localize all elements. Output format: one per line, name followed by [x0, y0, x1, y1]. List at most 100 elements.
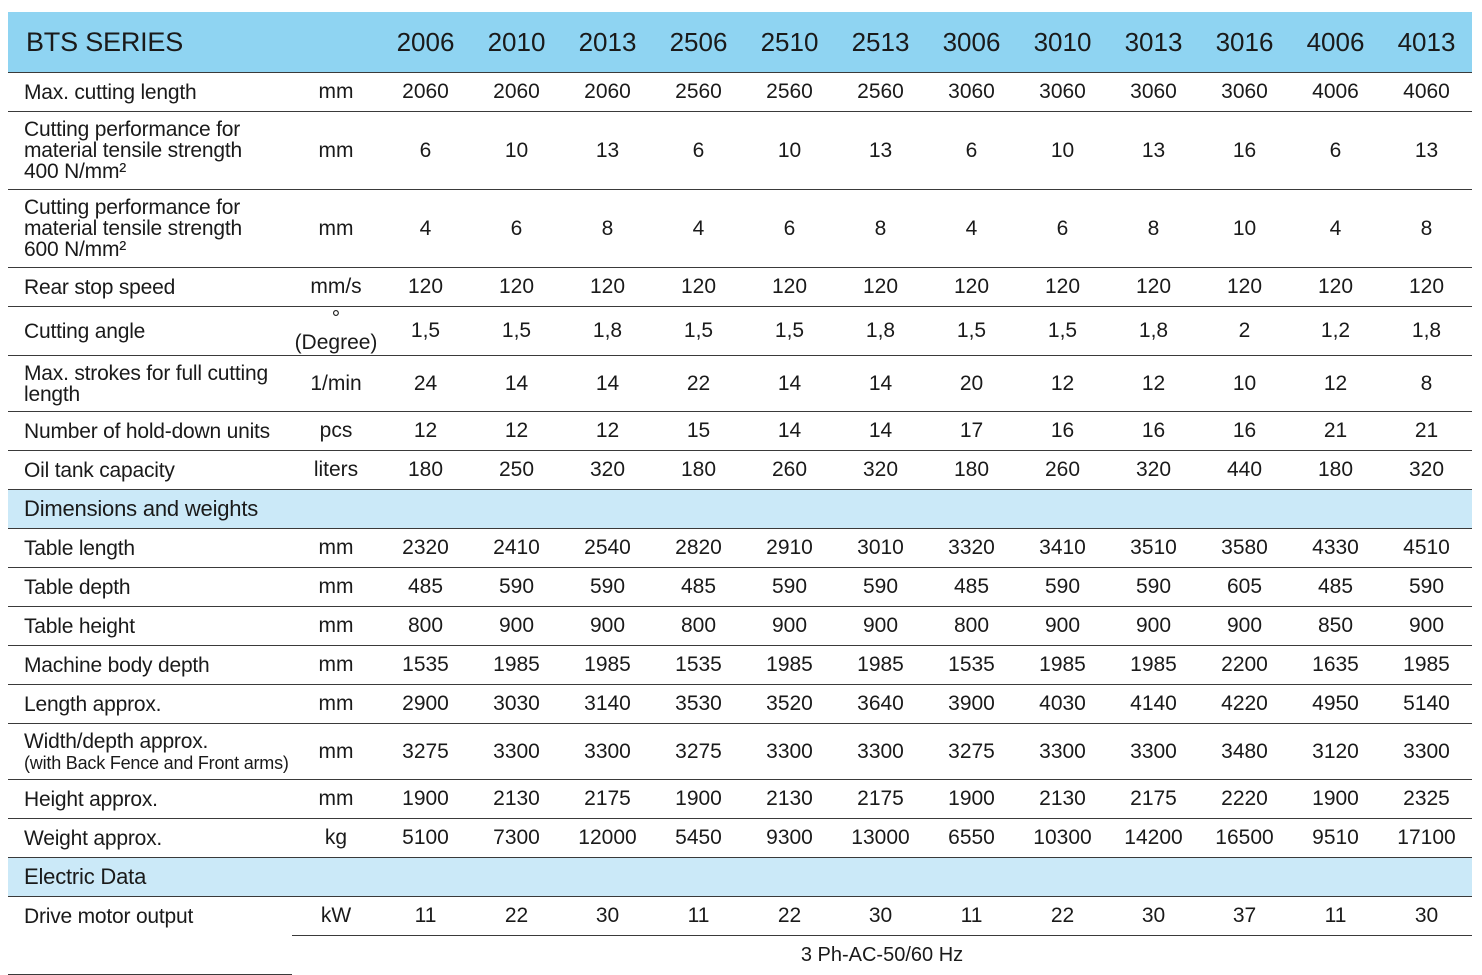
row-label: Weight approx.	[8, 818, 292, 858]
value-cell: 180	[926, 450, 1017, 490]
value-cell: 4	[926, 189, 1017, 268]
value-cell: 3320	[926, 528, 1017, 568]
value-cell: 14	[562, 355, 653, 412]
table-row: Number of hold-down units pcs 12 12 12 15 14 14…	[8, 411, 1472, 451]
value-cell: 120	[562, 267, 653, 307]
value-cell: 1,5	[471, 306, 562, 356]
table-row: Cutting angle °(Degree) 1,5 1,5 1,8 1,5 1,5 1,8…	[8, 306, 1472, 356]
value-cell: 1985	[562, 645, 653, 685]
row-unit: liters	[292, 450, 380, 490]
value-cell: 3300	[1381, 723, 1472, 780]
value-cell: 180	[1290, 450, 1381, 490]
table-row: Table height mm 800 900 900 800 900 900 800 900 90…	[8, 606, 1472, 646]
value-cell: 4	[380, 189, 471, 268]
row-label-line: length	[24, 382, 81, 406]
row-unit: 1/min	[292, 355, 380, 412]
value-cell: 260	[1017, 450, 1108, 490]
value-cell: 2060	[380, 72, 471, 112]
value-cell: 30	[835, 896, 926, 936]
value-cell: 1,8	[562, 306, 653, 356]
value-cell: 4950	[1290, 684, 1381, 724]
value-cell: 590	[835, 567, 926, 607]
row-label-line: Max. strokes for full cutting	[24, 361, 268, 385]
row-label: Length approx.	[8, 684, 292, 724]
value-cell: 4330	[1290, 528, 1381, 568]
supply-row: 3 Ph-AC-50/60 Hz	[8, 935, 1472, 975]
row-label: Height approx.	[8, 779, 292, 819]
row-label: Width/depth approx. (with Back Fence and …	[8, 723, 292, 780]
value-cell: 37	[1199, 896, 1290, 936]
value-cell: 485	[926, 567, 1017, 607]
row-label-line: Machine body depth	[24, 653, 210, 677]
table-row: Cutting performance for material tensile …	[8, 189, 1472, 268]
value-cell: 3275	[653, 723, 744, 780]
row-label: Cutting performance for material tensile …	[8, 111, 292, 190]
row-unit: pcs	[292, 411, 380, 451]
row-unit: mm	[292, 684, 380, 724]
row-label: Machine body depth	[8, 645, 292, 685]
value-cell: 13	[835, 111, 926, 190]
value-cell: 22	[1017, 896, 1108, 936]
bts-spec-table: BTS SERIES 2006 2010 2013 2506 2510 2513…	[8, 12, 1472, 975]
table-row: Drive motor output kW 11 22 30 11 22 30 11 22 30 37…	[8, 896, 1472, 936]
model-header: 3016	[1199, 12, 1290, 73]
value-cell: 590	[562, 567, 653, 607]
value-cell: 2175	[1108, 779, 1199, 819]
value-cell: 22	[653, 355, 744, 412]
row-label: Rear stop speed	[8, 267, 292, 307]
value-cell: 3010	[835, 528, 926, 568]
value-cell: 900	[471, 606, 562, 646]
value-cell: 900	[562, 606, 653, 646]
value-cell: 11	[653, 896, 744, 936]
value-cell: 800	[926, 606, 1017, 646]
value-cell: 6	[380, 111, 471, 190]
row-label-line: Rear stop speed	[24, 275, 176, 299]
table-row: Cutting performance for material tensile …	[8, 111, 1472, 190]
value-cell: 17100	[1381, 818, 1472, 858]
value-cell: 12	[1290, 355, 1381, 412]
value-cell: 120	[1108, 267, 1199, 307]
row-label-line: Max. cutting length	[24, 80, 197, 104]
value-cell: 16	[1199, 411, 1290, 451]
value-cell: 3275	[380, 723, 471, 780]
value-cell: 5140	[1381, 684, 1472, 724]
value-cell: 3030	[471, 684, 562, 724]
table-row: Rear stop speed mm/s 120 120 120 120 120 120 120…	[8, 267, 1472, 307]
value-cell: 120	[1381, 267, 1472, 307]
value-cell: 120	[1290, 267, 1381, 307]
value-cell: 3480	[1199, 723, 1290, 780]
value-cell: 3530	[653, 684, 744, 724]
value-cell: 2560	[744, 72, 835, 112]
value-cell: 6	[653, 111, 744, 190]
value-cell: 3275	[926, 723, 1017, 780]
row-label: Cutting performance for material tensile …	[8, 189, 292, 268]
value-cell: 11	[1290, 896, 1381, 936]
value-cell: 16500	[1199, 818, 1290, 858]
row-label-line: material tensile strength	[24, 217, 242, 240]
table-row: Weight approx. kg 5100 7300 12000 5450 9300 130…	[8, 818, 1472, 858]
value-cell: 120	[653, 267, 744, 307]
value-cell: 9300	[744, 818, 835, 858]
value-cell: 1900	[380, 779, 471, 819]
value-cell: 1,5	[653, 306, 744, 356]
value-cell: 3900	[926, 684, 1017, 724]
value-cell: 24	[380, 355, 471, 412]
value-cell: 8	[1381, 355, 1472, 412]
row-unit: mm	[292, 567, 380, 607]
table-row: Max. cutting length mm 2060 2060 2060 2560 256…	[8, 72, 1472, 112]
value-cell: 10	[1017, 111, 1108, 190]
value-cell: 2060	[562, 72, 653, 112]
row-unit: mm	[292, 528, 380, 568]
value-cell: 2410	[471, 528, 562, 568]
value-cell: 14	[471, 355, 562, 412]
value-cell: 2820	[653, 528, 744, 568]
value-cell: 15	[653, 411, 744, 451]
value-cell: 4	[653, 189, 744, 268]
row-label-line: Table depth	[24, 575, 131, 599]
value-cell: 800	[380, 606, 471, 646]
value-cell: 6	[471, 189, 562, 268]
value-cell: 30	[1108, 896, 1199, 936]
value-cell: 2130	[1017, 779, 1108, 819]
table-row: Table depth mm 485 590 590 485 590 590 485 590 590…	[8, 567, 1472, 607]
value-cell: 3300	[744, 723, 835, 780]
